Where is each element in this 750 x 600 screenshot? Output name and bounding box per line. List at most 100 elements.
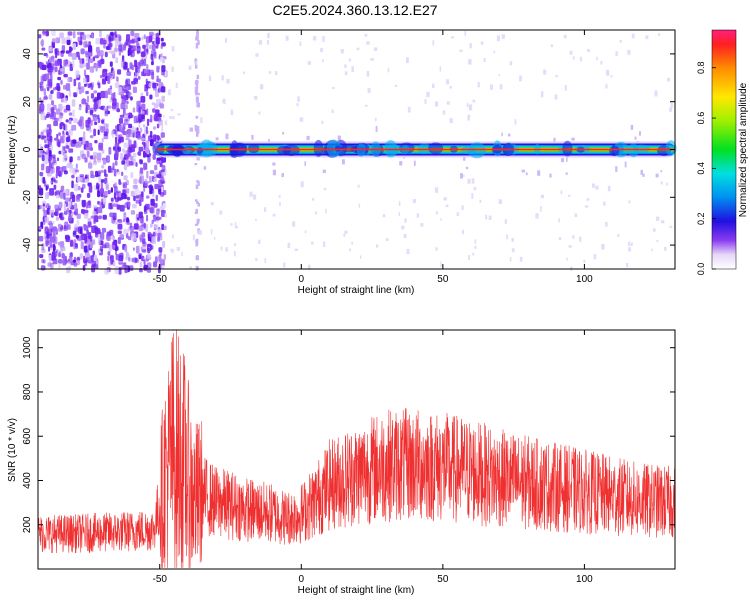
spectrogram-faint-cell	[440, 218, 442, 221]
spectrogram-noise-cell	[108, 146, 112, 155]
spectrogram-noise-cell	[46, 149, 49, 153]
spectrogram-noise-cell	[96, 52, 100, 59]
spectrogram-noise-cell	[118, 35, 122, 42]
spectrogram-noise-cell	[60, 112, 64, 117]
spectrogram-faint-cell	[617, 234, 620, 237]
spectrogram-noise-cell	[51, 158, 55, 163]
spectrogram-noise-cell	[63, 153, 67, 159]
spectrogram-faint-cell	[587, 48, 590, 52]
spectrogram-faint-cell	[569, 50, 573, 55]
spectrogram-noise-cell	[196, 131, 199, 137]
spectrogram-noise-cell	[98, 228, 101, 232]
spectrogram-noise-cell	[86, 62, 89, 70]
spectrogram-noise-cell	[54, 204, 60, 210]
spectrogram-noise-cell	[97, 117, 101, 124]
spectrogram-noise-cell	[109, 33, 114, 41]
spectrogram-faint-cell	[344, 230, 348, 234]
spectrogram-faint-cell	[215, 137, 219, 141]
spectrogram-noise-cell	[112, 244, 116, 249]
spectrogram-faint-cell	[540, 206, 542, 212]
spectrogram-faint-cell	[304, 161, 306, 166]
spectrogram-noise-cell	[137, 37, 141, 42]
spectrogram-faint-cell	[432, 83, 435, 88]
spectrogram-noise-cell	[128, 139, 132, 148]
spectrogram-noise-cell	[128, 123, 133, 129]
spectrogram-faint-cell	[272, 169, 276, 176]
spectrogram-noise-cell	[113, 192, 117, 200]
spectrogram-noise-cell	[132, 152, 137, 158]
spectrogram-noise-cell	[76, 219, 80, 226]
spectrogram-noise-cell	[46, 86, 50, 92]
spectrogram-noise-cell	[136, 132, 139, 138]
snr-y-ticks: 200 400 600 800 1000	[22, 336, 675, 533]
spectrogram-noise-cell	[141, 255, 145, 262]
spectrogram-noise-cell	[104, 169, 107, 177]
spectrogram-faint-cell	[322, 59, 324, 62]
spectrogram-noise-cell	[161, 71, 165, 76]
spectrogram-noise-cell	[49, 209, 55, 216]
spectrogram-noise-cell	[144, 203, 150, 210]
spectrogram-noise-cell	[160, 258, 164, 264]
spectrogram-noise-cell	[58, 103, 63, 112]
spectrogram-faint-cell	[296, 103, 299, 107]
spectrogram-noise-cell	[130, 210, 136, 215]
spectrogram-noise-cell	[80, 232, 83, 241]
spectrogram-noise-cell	[138, 114, 143, 122]
spectrogram-noise-cell	[116, 102, 119, 109]
spectrogram-noise-cell	[135, 162, 138, 167]
spectrogram-faint-cell	[558, 218, 560, 223]
spectrogram-noise-cell	[127, 201, 131, 208]
spectrogram-noise-cell	[90, 85, 94, 90]
spectrogram-noise-cell	[69, 63, 73, 72]
spectrogram-faint-cell	[404, 218, 407, 223]
spectrogram-noise-cell	[94, 254, 97, 261]
spectrogram-faint-cell	[574, 213, 578, 217]
spectrogram-noise-cell	[88, 45, 93, 53]
spectrogram-noise-cell	[99, 201, 102, 208]
spectrogram-faint-cell	[263, 207, 267, 212]
spectrogram-noise-cell	[49, 188, 55, 196]
spectrogram-faint-cell	[471, 178, 475, 184]
spectrogram-noise-cell	[146, 48, 149, 53]
spectrogram-noise-cell	[83, 245, 88, 253]
spectrogram-noise-cell	[53, 229, 56, 238]
spectrogram-noise-cell	[124, 114, 129, 119]
spectrogram-noise-cell	[65, 145, 70, 150]
spectrogram-faint-cell	[560, 190, 563, 195]
spectrogram-noise-cell	[197, 202, 200, 207]
spectrogram-noise-cell	[81, 153, 86, 160]
spectrogram-noise-cell	[57, 241, 61, 246]
spectrogram-noise-cell	[161, 164, 166, 171]
spectrogram-noise-cell	[134, 257, 138, 263]
spectrogram-noise-cell	[53, 120, 58, 127]
spectrogram-noise-cell	[137, 217, 140, 221]
spectrogram-noise-cell	[78, 55, 81, 60]
spectrogram-noise-cell	[123, 65, 128, 71]
spectrogram-noise-cell	[52, 226, 57, 231]
spectrogram-noise-cell	[146, 214, 149, 222]
spectrogram-faint-cell	[477, 82, 480, 88]
spectrogram-noise-cell	[132, 247, 135, 251]
spectrogram-noise-cell	[86, 192, 91, 198]
spectrogram-noise-cell	[161, 65, 166, 73]
spectrogram-noise-cell	[148, 35, 153, 43]
spectrogram-noise-cell	[73, 92, 78, 98]
spectrogram-noise-cell	[95, 64, 98, 72]
spectrogram-faint-cell	[407, 106, 411, 113]
spectrogram-faint-cell	[521, 169, 525, 173]
spectrogram-faint-cell	[161, 265, 165, 269]
spectrogram-faint-cell	[593, 254, 597, 260]
spectrogram-faint-cell	[337, 135, 341, 141]
spectrogram-faint-cell	[382, 214, 386, 218]
spectrogram-noise-cell	[75, 163, 78, 169]
spectrogram-faint-cell	[439, 66, 442, 72]
spectrogram-faint-cell	[235, 226, 238, 229]
spectrogram-noise-cell	[71, 180, 74, 189]
spectrogram-noise-cell	[152, 43, 156, 51]
spectrogram-noise-cell	[39, 84, 42, 89]
spectrogram-faint-cell	[572, 56, 575, 60]
spectrogram-noise-cell	[137, 75, 141, 80]
spectrogram-noise-cell	[134, 59, 138, 68]
spectrogram-noise-cell	[87, 83, 91, 89]
spectrogram-noise-cell	[73, 203, 78, 210]
